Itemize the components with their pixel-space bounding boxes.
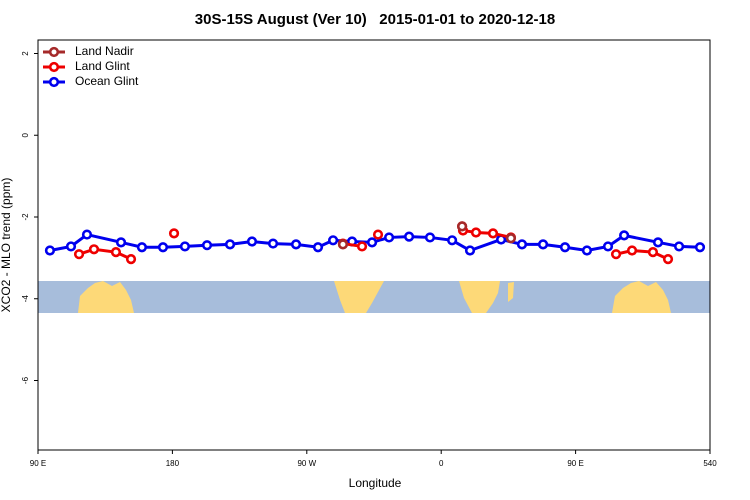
point <box>487 228 499 239</box>
x-tick-label: 90 W <box>297 459 316 468</box>
point <box>424 232 436 243</box>
point <box>694 242 706 253</box>
point <box>581 245 593 256</box>
point <box>602 241 614 252</box>
point <box>383 232 395 243</box>
point <box>327 235 339 246</box>
point <box>516 239 528 250</box>
point <box>356 241 368 252</box>
point <box>647 247 659 258</box>
series-line <box>78 247 132 261</box>
point <box>610 249 622 260</box>
series-line <box>615 249 669 261</box>
point <box>447 235 458 246</box>
point <box>559 242 571 253</box>
x-axis-label: Longitude <box>349 476 402 490</box>
point <box>626 245 638 256</box>
point <box>73 249 85 260</box>
y-axis-label: XCO2 - MLO trend (ppm) <box>0 178 13 313</box>
point <box>337 239 349 250</box>
point <box>372 229 384 240</box>
y-tick-label: 0 <box>21 132 30 137</box>
point <box>457 221 468 232</box>
point <box>179 241 191 252</box>
point <box>464 245 476 256</box>
y-tick-label: -6 <box>21 376 30 384</box>
x-tick-label: 540 <box>703 459 717 468</box>
point <box>403 231 415 242</box>
chart-title: 30S-15S August (Ver 10) 2015-01-01 to 20… <box>195 11 555 28</box>
legend-label: Land Glint <box>75 59 130 73</box>
point <box>44 245 56 256</box>
point <box>168 228 180 239</box>
x-tick-label: 90 E <box>567 459 583 468</box>
point <box>81 229 93 240</box>
y-tick-label: -4 <box>21 295 30 303</box>
point <box>312 242 324 253</box>
legend-label: Land Nadir <box>75 44 134 58</box>
point <box>224 239 236 250</box>
legend-marker <box>48 76 60 88</box>
x-tick-label: 180 <box>166 459 180 468</box>
y-tick-label: 2 <box>21 51 30 56</box>
y-tick-label: -2 <box>21 213 30 221</box>
point <box>366 237 378 248</box>
point <box>537 239 549 250</box>
point <box>110 247 122 258</box>
point <box>267 238 279 249</box>
legend-label: Ocean Glint <box>75 74 139 88</box>
x-tick-label: 90 E <box>30 459 46 468</box>
point <box>673 241 685 252</box>
point <box>157 242 169 253</box>
map-strip <box>38 281 710 313</box>
point <box>115 237 127 248</box>
point <box>619 230 630 241</box>
point <box>505 233 517 244</box>
series-line <box>460 226 512 239</box>
point <box>652 237 664 248</box>
plot-frame <box>37 39 711 451</box>
point <box>470 227 482 238</box>
legend-marker <box>48 61 60 73</box>
point <box>136 242 148 253</box>
point <box>246 236 258 247</box>
legend-marker <box>48 46 60 58</box>
point <box>65 241 77 252</box>
point <box>290 239 302 250</box>
point <box>662 254 674 265</box>
point <box>201 240 213 251</box>
x-tick-label: 0 <box>439 459 444 468</box>
point <box>88 244 100 255</box>
point <box>125 254 137 265</box>
